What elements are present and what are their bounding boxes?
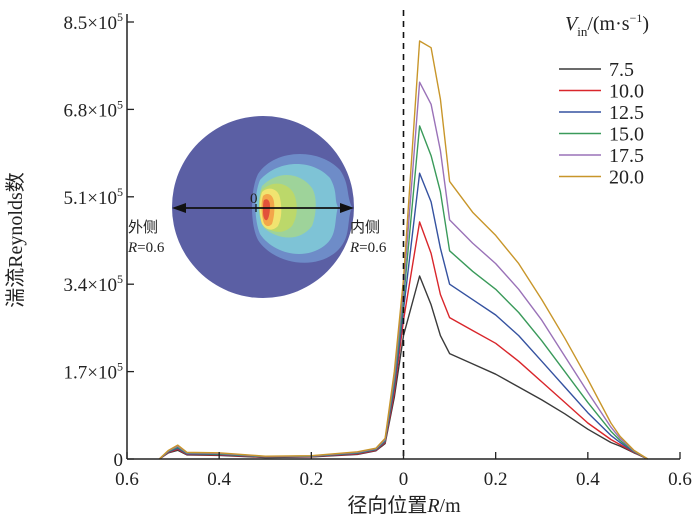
inset-right-radius: R=0.6: [349, 240, 387, 256]
x-tick-label: 0.2: [484, 469, 508, 490]
y-tick-label: 1.7×105: [64, 360, 123, 384]
y-axis-title: 湍流Reynolds数: [4, 172, 27, 308]
inset-right-label: 内侧: [350, 219, 380, 236]
inset-left-label: 外侧: [128, 219, 158, 236]
series-line-20-0: [158, 40, 649, 460]
x-tick-label: 0.6: [668, 469, 692, 490]
y-tick-label: 8.5×105: [64, 10, 123, 34]
y-tick-label: 0: [114, 450, 124, 471]
axes: 0.6 0.4 0.2 0 0.2 0.4 0.601.7×1053.4×1055.1×10…: [4, 10, 692, 517]
y-tick-label: 5.1×105: [64, 185, 123, 209]
legend-label-10-0: 10.0: [609, 81, 644, 103]
y-tick-label: 3.4×105: [64, 272, 123, 296]
legend-label-12-5: 12.5: [609, 102, 644, 124]
legend-label-15-0: 15.0: [609, 124, 644, 146]
series-layer: [158, 40, 649, 460]
legend-label-7-5: 7.5: [609, 59, 634, 81]
inset-center-label: 0: [250, 191, 258, 207]
y-tick-label: 6.8×105: [64, 97, 123, 121]
inset-left-radius: R=0.6: [127, 240, 165, 256]
inset-arrow-right-icon: [340, 203, 354, 213]
legend-label-17-5: 17.5: [609, 145, 644, 167]
inset-contour-level-7: [263, 199, 270, 221]
x-tick-label: 0: [399, 469, 409, 490]
inset-arrow-left-icon: [172, 203, 186, 213]
x-tick-label: 0.6: [115, 469, 139, 490]
x-tick-label: 0.2: [299, 469, 323, 490]
legend-title: Vin/(m·s−1): [565, 11, 649, 39]
x-tick-label: 0.4: [576, 469, 600, 490]
x-tick-label: 0.4: [207, 469, 231, 490]
legend: Vin/(m·s−1) 7.510.012.515.017.520.0: [559, 11, 649, 189]
inset-cross-section: 0 外侧 R=0.6 内侧 R=0.6: [127, 116, 387, 298]
legend-label-20-0: 20.0: [609, 167, 644, 189]
x-axis-title: 径向位置R/m: [347, 494, 461, 517]
